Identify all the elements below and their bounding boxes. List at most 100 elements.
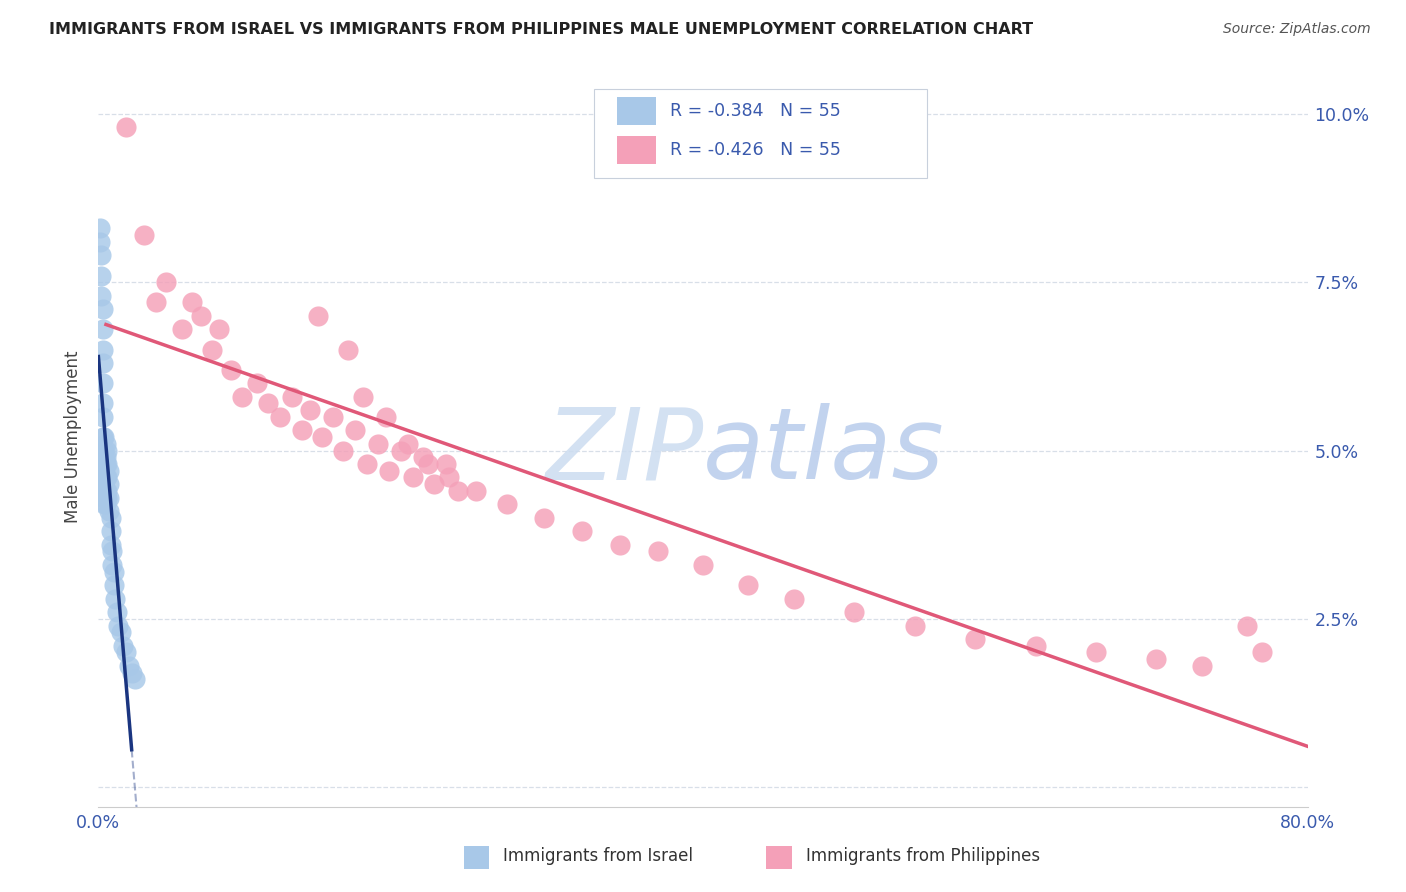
Point [96,491,118,505]
Point [437,470,460,484]
Point [94,450,117,465]
Point [105,605,128,619]
Point [90,289,112,303]
Point [96,470,118,484]
Point [98,504,121,518]
Point [98,477,121,491]
Point [91,443,114,458]
Point [110,625,132,640]
Point [412,450,434,465]
Point [647,544,669,558]
Point [100,524,122,539]
Point [344,423,367,437]
Point [281,390,304,404]
Point [783,591,806,606]
Point [291,423,314,437]
Point [356,457,378,471]
Text: Source: ZipAtlas.com: Source: ZipAtlas.com [1223,22,1371,37]
Point [533,511,555,525]
Point [904,618,927,632]
Point [269,409,291,424]
Point [96,483,118,498]
Point [94,437,117,451]
Point [256,396,278,410]
Point [103,565,125,579]
Bar [617,136,655,164]
Point [93,491,115,505]
Point [396,437,419,451]
Point [111,639,134,653]
Point [114,645,136,659]
Point [93,443,115,458]
Point [1236,618,1258,632]
Point [94,457,117,471]
Point [332,443,354,458]
Point [465,483,488,498]
Point [402,470,425,484]
Point [93,483,115,498]
Point [104,591,127,606]
Point [311,430,333,444]
Point [101,544,124,558]
Point [90,268,112,283]
Text: ZIP: ZIP [544,403,703,500]
Text: atlas: atlas [703,403,945,500]
Point [100,538,122,552]
Point [94,470,117,484]
Point [190,309,212,323]
Point [114,120,136,135]
Point [89,221,111,235]
Point [101,558,124,572]
Point [89,235,111,249]
Point [91,430,114,444]
Point [98,464,121,478]
Point [1085,645,1108,659]
Point [201,343,224,357]
Point [96,457,118,471]
Point [336,343,359,357]
Point [692,558,714,572]
Point [844,605,866,619]
Point [100,511,122,525]
Point [94,483,117,498]
Point [91,356,114,370]
Point [367,437,389,451]
Point [93,430,115,444]
Point [121,665,143,680]
Text: Immigrants from Philippines: Immigrants from Philippines [806,847,1040,865]
Point [389,443,412,458]
Point [181,295,204,310]
Point [90,248,112,262]
Point [221,363,243,377]
Point [1024,639,1046,653]
Point [107,618,129,632]
Point [423,477,446,491]
Point [231,390,253,404]
Point [609,538,631,552]
Point [94,497,117,511]
Text: R = -0.384   N = 55: R = -0.384 N = 55 [671,103,841,120]
Point [93,470,115,484]
Point [93,497,115,511]
Point [307,309,329,323]
Bar [617,97,655,126]
Point [1191,659,1213,673]
FancyBboxPatch shape [595,89,927,178]
Point [94,491,117,505]
Point [377,464,399,478]
Point [93,464,115,478]
Point [416,457,439,471]
Text: IMMIGRANTS FROM ISRAEL VS IMMIGRANTS FROM PHILIPPINES MALE UNEMPLOYMENT CORRELAT: IMMIGRANTS FROM ISRAEL VS IMMIGRANTS FRO… [49,22,1033,37]
Point [208,322,231,336]
Point [495,497,517,511]
Point [96,443,118,458]
Point [246,376,269,391]
Point [1144,652,1167,666]
Point [322,409,344,424]
Text: R = -0.426   N = 55: R = -0.426 N = 55 [671,142,841,160]
Point [91,376,114,391]
Point [145,295,167,310]
Point [93,457,115,471]
Point [118,659,141,673]
Text: Immigrants from Israel: Immigrants from Israel [503,847,693,865]
